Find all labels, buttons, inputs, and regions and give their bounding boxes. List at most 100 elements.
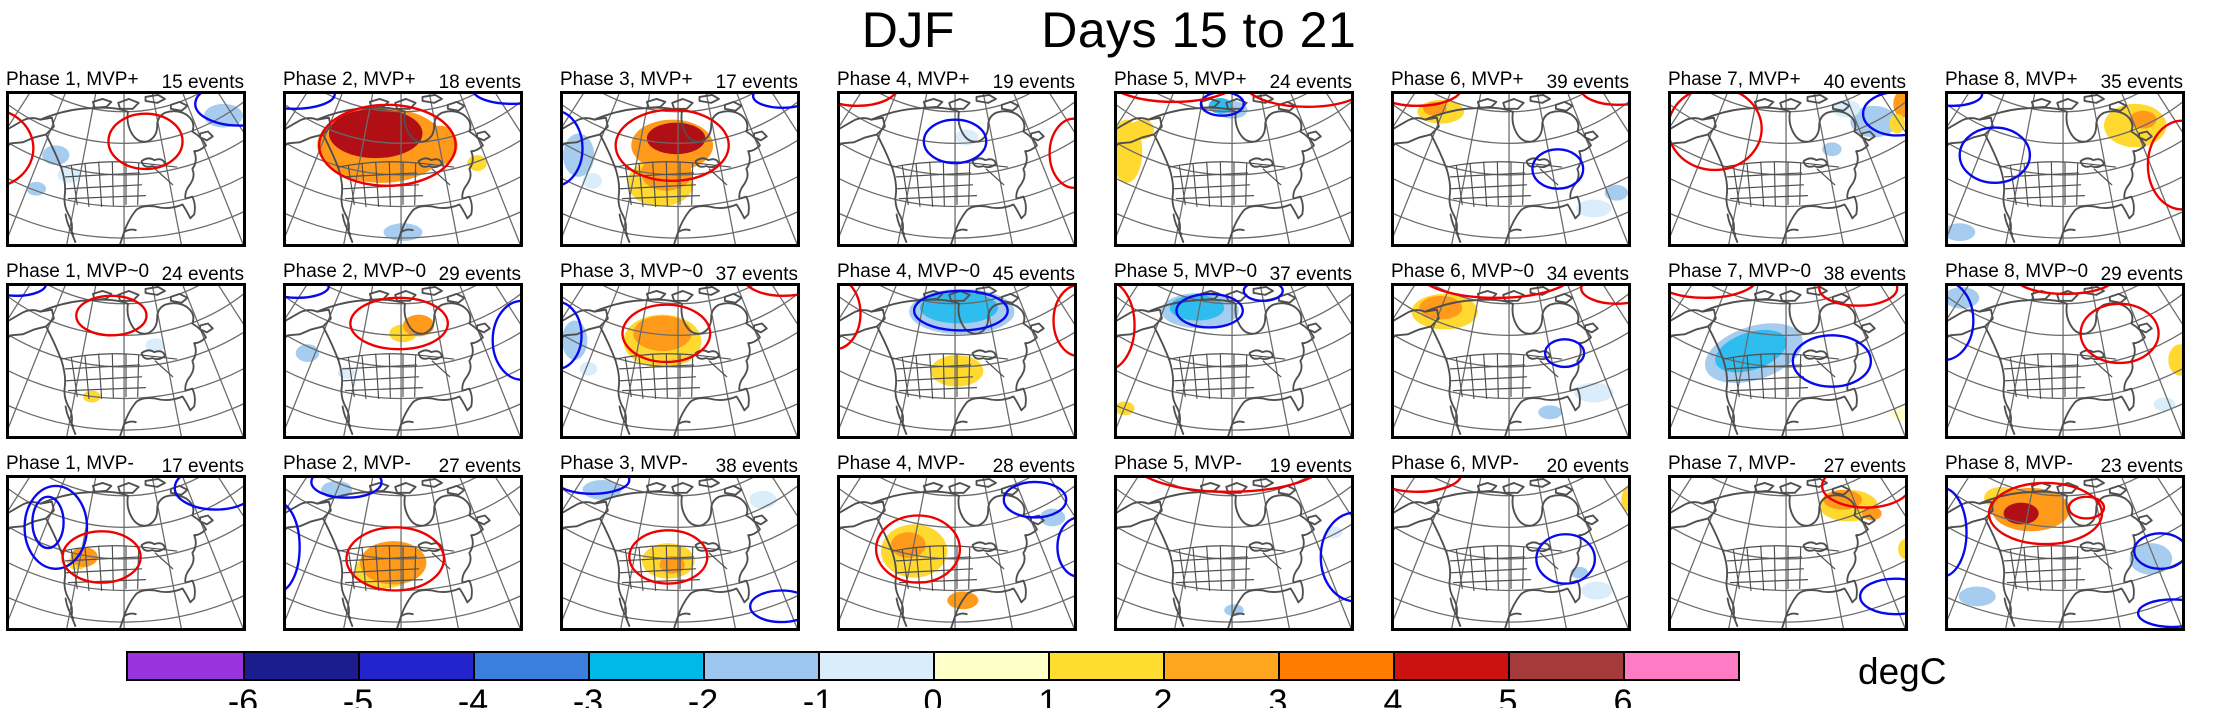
panel-header: Phase 2, MVP- 27 events — [283, 451, 523, 477]
anomaly-patch — [1576, 199, 1612, 217]
panel: Phase 1, MVP- 17 events — [6, 451, 246, 631]
colorbar-segment — [1508, 652, 1623, 679]
contour-line-positive — [1394, 477, 1462, 493]
panel-label: Phase 6, MVP+ — [1391, 68, 1524, 90]
panel-events-count: 29 events — [2100, 263, 2183, 285]
panel: Phase 2, MVP~0 29 events — [283, 259, 523, 439]
anomaly-patch — [2168, 343, 2182, 376]
colorbar-segment — [703, 652, 818, 679]
panel-events-count: 38 events — [1823, 263, 1906, 285]
panel-events-count: 19 events — [992, 71, 1075, 93]
panel-label: Phase 5, MVP~0 — [1114, 260, 1258, 282]
contour-line-negative — [1175, 292, 1244, 329]
panel-header: Phase 1, MVP+ 15 events — [6, 67, 246, 93]
colorbar-tick: 5 — [1498, 682, 1518, 708]
panel-header: Phase 8, MVP+ 35 events — [1945, 67, 2185, 93]
colorbar-wrap: -6 -5 -4 -3 -2 -1 0 1 2 3 4 5 6 — [126, 650, 1740, 708]
basemap — [9, 285, 243, 436]
map-canvas — [1394, 285, 1628, 436]
panel-label: Phase 2, MVP~0 — [283, 260, 427, 282]
anomaly-patch — [1822, 141, 1842, 156]
anomaly-patch — [1890, 406, 1905, 421]
panel-label: Phase 1, MVP+ — [6, 68, 139, 90]
map-panel — [837, 90, 1077, 247]
panel: Phase 1, MVP~0 24 events — [6, 259, 246, 439]
anomaly-patch — [1893, 93, 1905, 118]
panel: Phase 4, MVP~0 45 events — [837, 259, 1077, 439]
panel-events-count: 17 events — [715, 71, 798, 93]
contour-line-positive — [349, 296, 450, 350]
contour-line-positive — [628, 528, 709, 585]
colorbar-tick: -4 — [457, 682, 489, 708]
map-canvas — [1948, 93, 2182, 244]
map-canvas — [1117, 285, 1351, 436]
map-panel — [283, 474, 523, 631]
panel: Phase 7, MVP+ 40 events — [1668, 67, 1908, 247]
map-panel — [1391, 282, 1631, 439]
map-panel — [1114, 474, 1354, 631]
contour-line-negative — [31, 495, 65, 549]
contour-line-negative — [1948, 93, 1984, 107]
basemap — [286, 477, 520, 628]
panel-events-count: 38 events — [715, 455, 798, 477]
contour-line-negative — [1056, 516, 1074, 577]
contour-line-negative — [1002, 480, 1068, 519]
colorbar-segment — [243, 652, 358, 679]
contour-line-positive — [1428, 285, 1565, 299]
colorbar-segment — [1163, 652, 1278, 679]
panel: Phase 2, MVP+ 18 events — [283, 67, 523, 247]
panel-events-count: 24 events — [161, 263, 244, 285]
colorbar-segment — [588, 652, 703, 679]
panel-events-count: 15 events — [161, 71, 244, 93]
anomaly-patch — [1538, 404, 1562, 419]
panel-header: Phase 5, MVP+ 24 events — [1114, 67, 1354, 93]
panel-events-count: 34 events — [1546, 263, 1629, 285]
contour-line-negative — [1858, 576, 1905, 615]
map-panel — [1114, 90, 1354, 247]
colorbar-segment — [1048, 652, 1163, 679]
contour-line-positive — [746, 285, 797, 297]
contour-line-negative — [1535, 532, 1597, 585]
anomaly-patch — [582, 172, 602, 189]
contour-line-negative — [194, 93, 243, 127]
contour-line-negative — [912, 289, 1009, 332]
panel-label: Phase 6, MVP- — [1391, 452, 1519, 474]
contour-line-positive — [61, 529, 142, 584]
panel-header: Phase 5, MVP~0 37 events — [1114, 259, 1354, 285]
map-canvas — [1394, 93, 1628, 244]
basemap — [1948, 285, 2182, 436]
panel-events-count: 37 events — [715, 263, 798, 285]
anomaly-patch — [360, 540, 427, 585]
contour-line-positive — [2020, 285, 2110, 295]
contour-line-negative — [1319, 511, 1351, 602]
map-panel — [1114, 282, 1354, 439]
figure-title: DJF Days 15 to 21 — [861, 2, 1357, 58]
colorbar-segment — [358, 652, 473, 679]
contour-line-positive — [1117, 285, 1136, 368]
panel-events-count: 45 events — [992, 263, 1075, 285]
panel: Phase 2, MVP- 27 events — [283, 451, 523, 631]
panel-header: Phase 7, MVP+ 40 events — [1668, 67, 1908, 93]
contour-line-negative — [1531, 147, 1585, 190]
colorbar-tick: 1 — [1038, 682, 1058, 708]
panel-header: Phase 3, MVP~0 37 events — [560, 259, 800, 285]
panel-header: Phase 6, MVP+ 39 events — [1391, 67, 1631, 93]
contour-line-positive — [840, 285, 862, 350]
contour-line-positive — [2067, 495, 2106, 520]
panel-label: Phase 2, MVP+ — [283, 68, 416, 90]
panel-header: Phase 3, MVP- 38 events — [560, 451, 800, 477]
anomaly-patch — [1898, 538, 1905, 559]
map-panel — [283, 90, 523, 247]
map-panel — [1945, 90, 2185, 247]
panel-header: Phase 1, MVP~0 24 events — [6, 259, 246, 285]
anomaly-patch — [2153, 397, 2176, 411]
colorbar-tick: -2 — [687, 682, 719, 708]
anomaly-patch — [145, 337, 165, 352]
basemap — [840, 93, 1074, 244]
contour-line-negative — [1199, 93, 1245, 117]
anomaly-patch — [633, 315, 692, 351]
contour-line-positive — [317, 103, 457, 187]
panel-events-count: 18 events — [438, 71, 521, 93]
contour-line-negative — [286, 93, 336, 110]
contour-line-negative — [2136, 597, 2182, 628]
